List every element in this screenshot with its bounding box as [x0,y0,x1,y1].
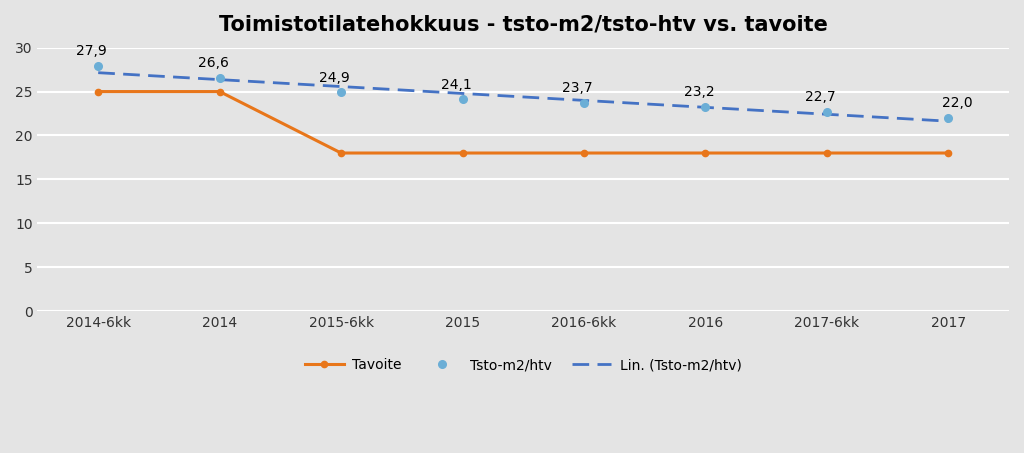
Text: 24,1: 24,1 [440,77,471,92]
Text: 22,7: 22,7 [805,90,836,104]
Legend: Tavoite, Tsto-m2/htv, Lin. (Tsto-m2/htv): Tavoite, Tsto-m2/htv, Lin. (Tsto-m2/htv) [299,353,748,378]
Title: Toimistotilatehokkuus - tsto-m2/tsto-htv vs. tavoite: Toimistotilatehokkuus - tsto-m2/tsto-htv… [219,15,827,35]
Text: 24,9: 24,9 [319,71,350,85]
Text: 23,2: 23,2 [684,86,714,100]
Text: 22,0: 22,0 [942,96,973,110]
Text: 27,9: 27,9 [77,44,108,58]
Text: 23,7: 23,7 [562,81,593,95]
Text: 26,6: 26,6 [198,56,228,70]
